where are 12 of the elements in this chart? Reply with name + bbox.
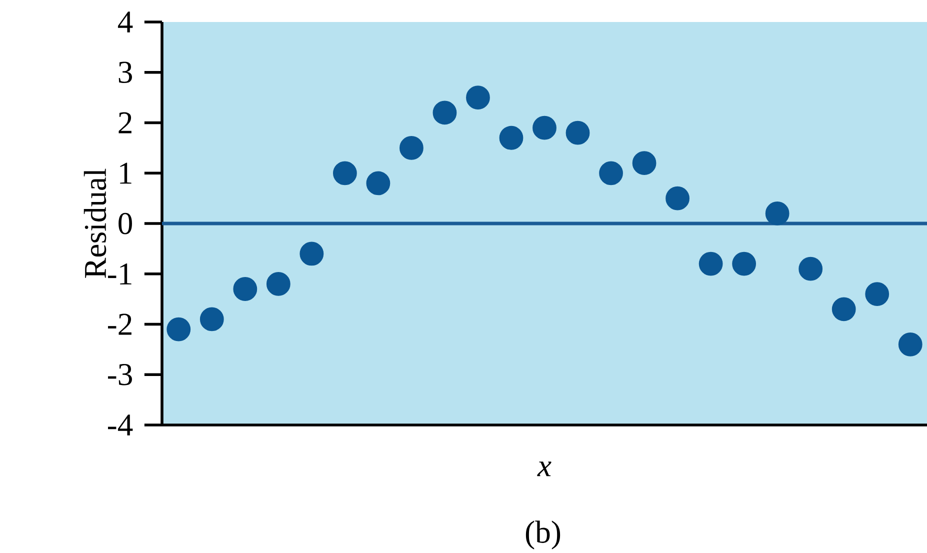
x-axis-title: x bbox=[537, 462, 552, 476]
y-tick-label: 1 bbox=[120, 162, 132, 184]
y-tick-label: 3 bbox=[118, 62, 132, 84]
y-tick-label: -4 bbox=[108, 414, 133, 436]
y-tick-label: -3 bbox=[108, 364, 132, 386]
text: (b) bbox=[526, 520, 560, 550]
y-axis-title: Residual bbox=[84, 168, 106, 278]
y-tick-label: -1 bbox=[108, 263, 132, 284]
y-tick-label: -2 bbox=[108, 314, 132, 335]
y-tick-label: 4 bbox=[118, 12, 133, 32]
y-tick-label: 2 bbox=[118, 112, 132, 134]
y-tick-label: 0 bbox=[118, 212, 132, 234]
